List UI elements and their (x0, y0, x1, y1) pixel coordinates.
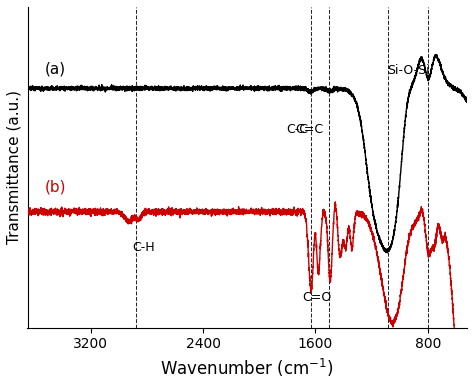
X-axis label: Wavenumber (cm$^{-1}$): Wavenumber (cm$^{-1}$) (161, 357, 334, 379)
Text: C-H: C-H (133, 241, 155, 254)
Text: C-C: C-C (286, 123, 309, 136)
Text: Si-O-Si: Si-O-Si (387, 64, 429, 76)
Text: C=O: C=O (302, 291, 331, 303)
Text: (b): (b) (45, 179, 66, 195)
Text: (a): (a) (45, 61, 65, 76)
Text: C=C: C=C (295, 123, 323, 136)
Y-axis label: Transmittance (a.u.): Transmittance (a.u.) (7, 90, 22, 244)
